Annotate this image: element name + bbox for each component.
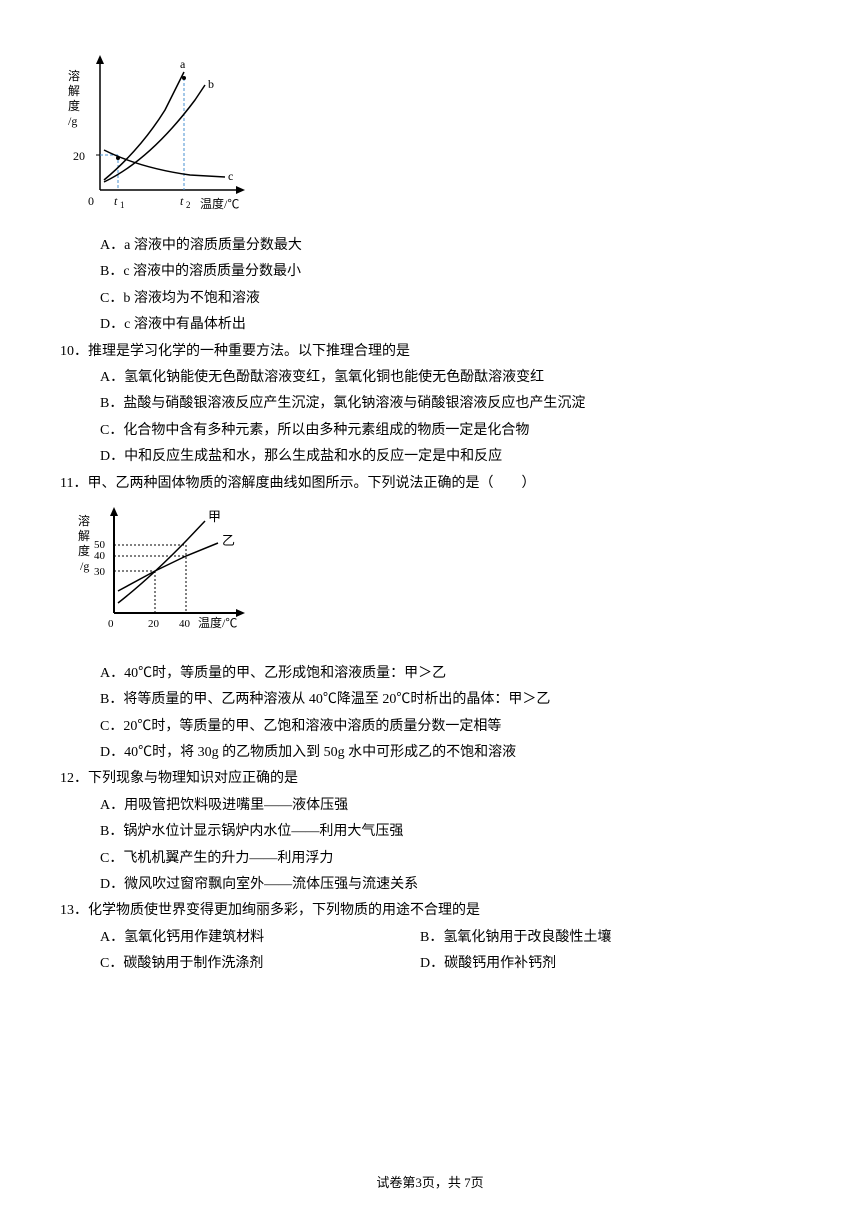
q10-stem: 10．推理是学习化学的一种重要方法。以下推理合理的是 <box>60 341 800 363</box>
q11-stem: 11．甲、乙两种固体物质的溶解度曲线如图所示。下列说法正确的是（ ） <box>60 473 800 495</box>
svg-text:甲: 甲 <box>208 509 221 524</box>
q12-option-b: B．锅炉水位计显示锅炉内水位——利用大气压强 <box>100 821 800 843</box>
svg-text:乙: 乙 <box>222 533 235 548</box>
svg-text:30: 30 <box>94 566 106 578</box>
svg-text:度: 度 <box>68 98 80 113</box>
svg-text:温度/℃: 温度/℃ <box>198 615 237 630</box>
q12-stem: 12．下列现象与物理知识对应正确的是 <box>60 768 800 790</box>
svg-text:c: c <box>228 169 233 183</box>
q9-option-c: C．b 溶液均为不饱和溶液 <box>100 288 800 310</box>
q13-option-b: B．氢氧化钠用于改良酸性土壤 <box>420 927 611 949</box>
q13-option-a: A．氢氧化钙用作建筑材料 <box>100 927 420 949</box>
svg-text:解: 解 <box>78 529 90 543</box>
q12-option-c: C．飞机机翼产生的升力——利用浮力 <box>100 848 800 870</box>
q11-option-d: D．40℃时，将 30g 的乙物质加入到 50g 水中可形成乙的不饱和溶液 <box>100 742 800 764</box>
svg-text:解: 解 <box>68 84 80 98</box>
chart1-ytick: 20 <box>73 149 85 163</box>
q12-option-a: A．用吸管把饮料吸进嘴里——液体压强 <box>100 795 800 817</box>
q12-option-d: D．微风吹过窗帘飘向室外——流体压强与流速关系 <box>100 874 800 896</box>
q9-option-d: D．c 溶液中有晶体析出 <box>100 314 800 336</box>
svg-text:20: 20 <box>148 618 160 630</box>
svg-text:40: 40 <box>179 618 191 630</box>
svg-text:1: 1 <box>120 200 125 210</box>
page-footer: 试卷第3页，共 7页 <box>0 1173 860 1194</box>
q10-option-b: B．盐酸与硝酸银溶液反应产生沉淀，氯化钠溶液与硝酸银溶液反应也产生沉淀 <box>100 393 800 415</box>
q13-stem: 13．化学物质使世界变得更加绚丽多彩，下列物质的用途不合理的是 <box>60 900 800 922</box>
q10-option-a: A．氢氧化钠能使无色酚酞溶液变红，氢氧化铜也能使无色酚酞溶液变红 <box>100 367 800 389</box>
q9-option-b: B．c 溶液中的溶质质量分数最小 <box>100 261 800 283</box>
q13-option-d: D．碳酸钙用作补钙剂 <box>420 953 556 975</box>
q11-option-c: C．20℃时，等质量的甲、乙饱和溶液中溶质的质量分数一定相等 <box>100 716 800 738</box>
q11-option-a: A．40℃时，等质量的甲、乙形成饱和溶液质量：甲＞乙 <box>100 663 800 685</box>
svg-text:/g: /g <box>80 559 89 573</box>
svg-text:2: 2 <box>186 200 191 210</box>
svg-text:0: 0 <box>88 194 94 208</box>
svg-text:b: b <box>208 77 214 91</box>
svg-text:0: 0 <box>108 618 114 630</box>
q10-option-d: D．中和反应生成盐和水，那么生成盐和水的反应一定是中和反应 <box>100 446 800 468</box>
svg-text:t: t <box>180 194 184 208</box>
svg-text:a: a <box>180 57 186 71</box>
q11-option-b: B．将等质量的甲、乙两种溶液从 40℃降温至 20℃时析出的晶体：甲＞乙 <box>100 689 800 711</box>
q9-option-a: A．a 溶液中的溶质质量分数最大 <box>100 235 800 257</box>
svg-text:40: 40 <box>94 550 106 562</box>
svg-text:/g: /g <box>68 114 77 128</box>
solubility-chart-1: 溶 解 度 /g 20 0 t1 t2 温度/℃ a b c <box>60 50 800 215</box>
solubility-chart-2: 溶 解 度 /g 50 40 30 0 20 40 温度/℃ 甲 乙 <box>70 503 800 643</box>
svg-text:溶: 溶 <box>78 513 90 528</box>
svg-text:t: t <box>114 194 118 208</box>
q13-option-c: C．碳酸钠用于制作洗涤剂 <box>100 953 420 975</box>
q10-option-c: C．化合物中含有多种元素，所以由多种元素组成的物质一定是化合物 <box>100 420 800 442</box>
svg-text:温度/℃: 温度/℃ <box>200 196 239 211</box>
svg-text:度: 度 <box>78 543 90 558</box>
svg-text:溶: 溶 <box>68 68 80 83</box>
